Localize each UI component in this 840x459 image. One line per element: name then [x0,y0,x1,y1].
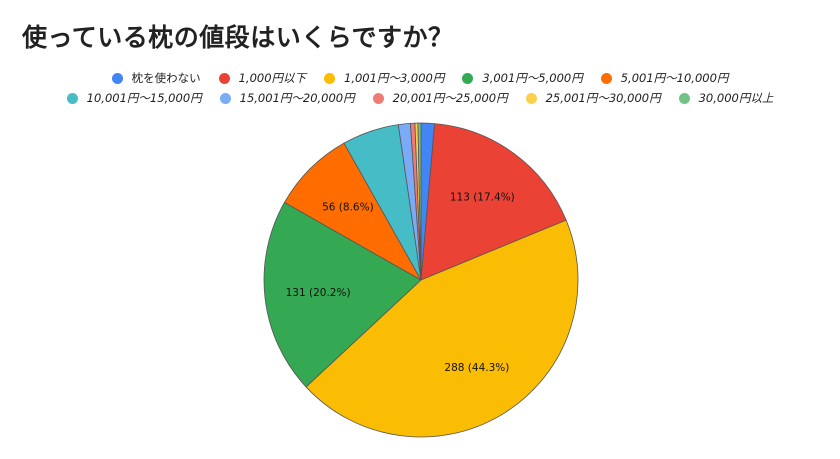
pie-slice[interactable] [284,142,422,281]
legend-item[interactable]: 30,000円以上 [678,90,774,106]
legend-item[interactable]: 1,000円以下 [218,70,307,86]
legend-item[interactable]: 15,001円～20,000円 [219,90,355,106]
legend-item[interactable]: 1,001円～3,000円 [324,70,444,86]
legend-label: 20,001円～25,000円 [392,91,508,105]
legend-label: 1,001円～3,000円 [344,71,445,85]
slice-data-label: 288 (44.3%) [444,362,509,374]
legend-swatch [525,92,537,104]
legend-item[interactable]: 枕を使わない [111,70,201,86]
chart-title: 使っている枕の値段はいくらですか？ [22,23,454,52]
legend-swatch [600,72,612,84]
legend-label: 枕を使わない [131,71,201,85]
legend-row: 10,001円～15,000円 15,001円～20,000円 20,001円～25… [0,88,840,108]
slice-data-label: 113 (17.4%) [450,192,515,204]
legend-label: 5,001円～10,000円 [620,71,729,85]
legend-swatch [324,72,336,84]
legend-label: 30,000円以上 [698,91,774,105]
legend-item[interactable]: 20,001円～25,000円 [372,90,508,106]
legend-swatch [111,72,123,84]
slice-data-label: 131 (20.2%) [286,287,351,299]
legend-item[interactable]: 3,001円～5,000円 [462,70,583,86]
pie-slice[interactable] [263,201,422,388]
pie-slice[interactable] [417,122,422,281]
legend-swatch [219,92,231,104]
legend-item[interactable]: 25,001円～30,000円 [525,90,661,106]
legend-row: 枕を使わない 1,000円以下 1,001円～3,000円 3,001円～5,000円… [0,68,840,88]
pie-slice[interactable] [305,219,579,438]
legend-item[interactable]: 5,001円～10,000円 [600,70,729,86]
slice-data-label: 56 (8.6%) [322,202,374,214]
legend-swatch [678,92,690,104]
legend-item[interactable]: 10,001円～15,000円 [66,90,202,106]
legend-label: 1,000円以下 [238,71,307,85]
legend-label: 25,001円～30,000円 [545,91,661,105]
legend-swatch [372,92,384,104]
legend-swatch [462,72,474,84]
legend-label: 15,001円～20,000円 [239,91,355,105]
chart-legend: 枕を使わない 1,000円以下 1,001円～3,000円 3,001円～5,000円… [0,68,840,108]
legend-label: 3,001円～5,000円 [482,71,583,85]
legend-swatch [218,72,230,84]
legend-swatch [66,92,78,104]
legend-label: 10,001円～15,000円 [86,91,202,105]
pie-slice[interactable] [420,123,567,281]
